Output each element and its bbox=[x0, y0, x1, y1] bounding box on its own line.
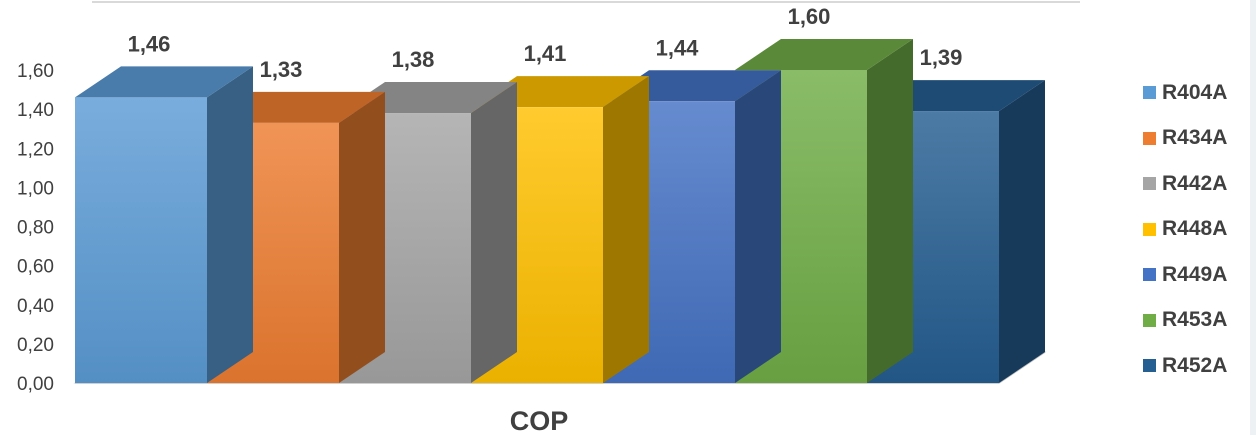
legend-item: R404A bbox=[1143, 70, 1253, 116]
bar-side-face bbox=[735, 70, 781, 384]
y-axis: 0,00 0,20 0,40 0,60 0,80 1,00 1,20 1,40 1,60 bbox=[17, 61, 54, 395]
legend-label: R434A bbox=[1162, 126, 1228, 150]
legend-item: R449A bbox=[1143, 252, 1253, 298]
data-label: 1,44 bbox=[656, 35, 700, 60]
y-tick-label: 1,00 bbox=[17, 178, 54, 199]
y-tick-label: 0,60 bbox=[17, 257, 54, 278]
y-tick-label: 1,20 bbox=[17, 139, 54, 160]
legend-item: R453A bbox=[1143, 298, 1253, 344]
y-tick-label: 0,00 bbox=[17, 374, 54, 395]
legend-item: R442A bbox=[1143, 161, 1253, 207]
data-label: 1,38 bbox=[392, 47, 435, 72]
y-tick-label: 0,20 bbox=[17, 335, 54, 356]
bar-side-face bbox=[207, 66, 253, 383]
x-axis-label: COP bbox=[510, 406, 569, 435]
bar-side-face bbox=[339, 91, 385, 383]
bar-r404a bbox=[75, 66, 253, 383]
bar-side-face bbox=[471, 82, 517, 383]
legend-label: R442A bbox=[1162, 171, 1228, 195]
legend-swatch bbox=[1143, 222, 1156, 236]
bar-side-face bbox=[603, 76, 649, 383]
bar-side-face bbox=[999, 80, 1045, 384]
legend-label: R452A bbox=[1162, 353, 1228, 377]
y-tick-label: 1,40 bbox=[17, 100, 54, 121]
bar-top-face bbox=[75, 66, 253, 98]
y-tick-label: 0,80 bbox=[17, 218, 54, 239]
legend: R404A R434A R442A R448A R449A R453A R452A bbox=[1143, 70, 1253, 389]
legend-swatch bbox=[1143, 268, 1156, 282]
bars-group bbox=[75, 39, 1045, 384]
legend-swatch bbox=[1143, 86, 1156, 100]
data-label: 1,60 bbox=[788, 4, 831, 29]
data-label: 1,41 bbox=[524, 41, 567, 66]
legend-label: R449A bbox=[1162, 262, 1228, 286]
legend-item: R452A bbox=[1143, 343, 1253, 389]
y-tick-label: 1,60 bbox=[17, 61, 54, 82]
legend-label: R448A bbox=[1162, 217, 1228, 241]
bar-side-face bbox=[867, 39, 913, 383]
bar-top-face bbox=[735, 39, 913, 70]
legend-swatch bbox=[1143, 359, 1156, 373]
y-tick-label: 0,40 bbox=[17, 296, 54, 317]
legend-label: R404A bbox=[1162, 80, 1228, 104]
bar-front-face bbox=[75, 97, 207, 383]
legend-swatch bbox=[1143, 177, 1156, 191]
legend-label: R453A bbox=[1162, 308, 1228, 332]
legend-item: R448A bbox=[1143, 207, 1253, 253]
data-label: 1,33 bbox=[260, 57, 303, 82]
data-label: 1,46 bbox=[128, 31, 171, 56]
data-labels-group: 1,39 1,60 1,44 1,41 1,38 1,33 1,46 bbox=[128, 4, 963, 82]
data-label: 1,39 bbox=[920, 45, 963, 70]
legend-swatch bbox=[1143, 131, 1156, 145]
page-edge-strip bbox=[1250, 0, 1256, 435]
legend-item: R434A bbox=[1143, 116, 1253, 162]
legend-swatch bbox=[1143, 313, 1156, 327]
